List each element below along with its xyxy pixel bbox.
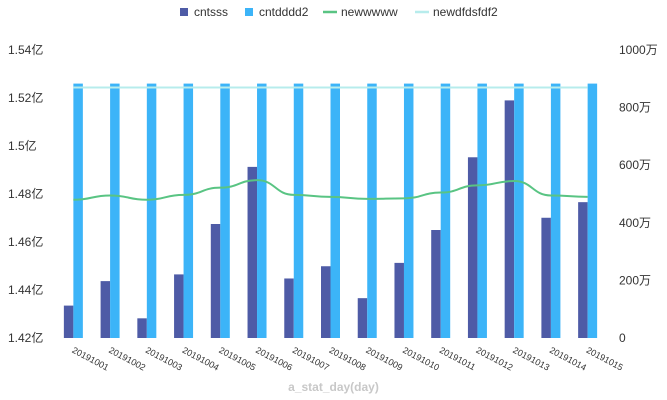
- bar-cntsss[interactable]: [321, 266, 331, 338]
- bar-cntsss[interactable]: [100, 281, 111, 338]
- x-tick-label: 20191012: [474, 345, 514, 373]
- bar-cntdddd2[interactable]: [293, 83, 304, 338]
- x-tick-label: 20191001: [70, 345, 110, 373]
- bar-cntsss[interactable]: [467, 157, 478, 338]
- bar-cntsss[interactable]: [247, 166, 258, 338]
- legend-swatch-cntsss: [180, 8, 188, 16]
- bar-cntdddd2[interactable]: [330, 83, 341, 338]
- bar-cntdddd2[interactable]: [440, 83, 451, 338]
- bar-cntsss[interactable]: [578, 202, 588, 338]
- y-right-tick-label: 200万: [619, 273, 651, 287]
- y-left-tick-label: 1.44亿: [8, 282, 43, 297]
- x-tick-label: 20191006: [254, 345, 294, 373]
- legend-swatch-cntdddd2: [245, 8, 253, 16]
- x-tick-label: 20191007: [291, 345, 331, 373]
- bar-cntsss[interactable]: [357, 298, 368, 338]
- bar-cntsss[interactable]: [284, 278, 294, 338]
- bar-cntdddd2[interactable]: [220, 83, 230, 338]
- y-right-tick-label: 1000万: [619, 43, 658, 57]
- bar-cntsss[interactable]: [63, 305, 74, 338]
- x-tick-label: 20191002: [107, 345, 147, 373]
- bar-cntsss[interactable]: [504, 100, 515, 339]
- bar-cntsss[interactable]: [541, 217, 551, 338]
- legend-label-cntdddd2: cntdddd2: [259, 5, 309, 19]
- bar-cntdddd2[interactable]: [550, 83, 561, 338]
- x-tick-label: 20191009: [364, 345, 404, 373]
- bar-cntdddd2[interactable]: [146, 83, 157, 338]
- bar-cntdddd2[interactable]: [514, 83, 524, 338]
- line-newwwww[interactable]: [73, 179, 588, 201]
- x-tick-label: 20191011: [438, 345, 477, 372]
- x-tick-label: 20191013: [511, 345, 551, 373]
- bar-cntdddd2[interactable]: [183, 83, 194, 338]
- y-right-tick-label: 800万: [619, 101, 651, 115]
- y-left-tick-label: 1.5亿: [8, 138, 37, 153]
- y-left-tick-label: 1.48亿: [8, 186, 43, 201]
- x-tick-label: 20191008: [328, 345, 368, 373]
- y-right-tick-label: 600万: [619, 158, 651, 172]
- y-right-tick-label: 400万: [619, 216, 651, 230]
- bar-cntdddd2[interactable]: [257, 83, 267, 338]
- bar-cntsss[interactable]: [210, 224, 221, 338]
- x-tick-label: 20191003: [144, 345, 184, 373]
- legend-label-cntsss: cntsss: [194, 5, 228, 19]
- bar-cntdddd2[interactable]: [110, 83, 120, 338]
- x-tick-label: 20191010: [401, 345, 441, 373]
- y-left-tick-label: 1.54亿: [8, 42, 43, 57]
- bar-cntsss[interactable]: [394, 262, 404, 338]
- bar-cntsss[interactable]: [431, 230, 441, 338]
- bar-cntdddd2[interactable]: [73, 83, 83, 338]
- legend-label-newwwww: newwwww: [341, 5, 398, 19]
- bar-cntsss[interactable]: [137, 318, 147, 338]
- bar-cntdddd2[interactable]: [477, 83, 487, 338]
- x-tick-label: 20191015: [585, 345, 625, 373]
- bar-cntdddd2[interactable]: [403, 83, 414, 338]
- y-left-tick-label: 1.46亿: [8, 234, 43, 249]
- bar-cntdddd2[interactable]: [367, 83, 377, 338]
- y-right-tick-label: 0: [619, 331, 626, 345]
- x-tick-label: 20191004: [181, 345, 221, 373]
- x-tick-label: 20191014: [548, 345, 588, 373]
- y-left-tick-label: 1.52亿: [8, 90, 43, 105]
- x-axis-title: a_stat_day(day): [288, 380, 379, 394]
- x-tick-label: 20191005: [217, 345, 257, 373]
- bar-cntdddd2[interactable]: [587, 83, 598, 338]
- bar-cntsss[interactable]: [174, 274, 184, 338]
- y-left-tick-label: 1.42亿: [8, 330, 43, 345]
- legend-label-newdfdsfdf2: newdfdsfdf2: [433, 5, 498, 19]
